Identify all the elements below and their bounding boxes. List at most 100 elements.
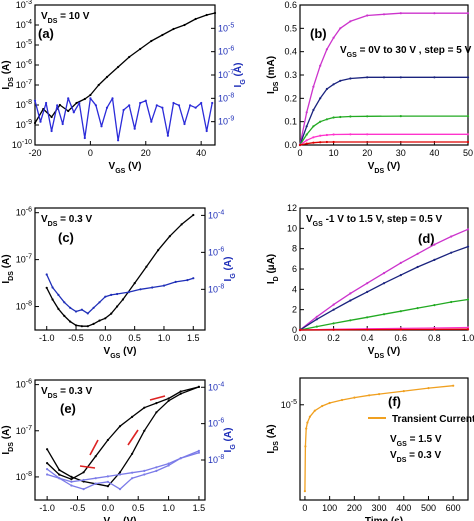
data-point: [466, 133, 470, 136]
data-point: [205, 129, 208, 133]
data-point: [332, 328, 335, 331]
data-point: [98, 301, 101, 304]
x-axis-label: VGS (V): [104, 516, 137, 521]
y-tick-label: 2: [292, 305, 297, 315]
x-tick-label: 300: [372, 503, 387, 513]
data-point: [151, 286, 154, 289]
data-point: [162, 284, 166, 287]
data-point: [50, 129, 53, 133]
data-point: [366, 316, 369, 319]
x-tick-label: 30: [396, 148, 406, 158]
data-point: [46, 468, 49, 471]
data-point: [466, 140, 470, 144]
data-point: [183, 23, 186, 27]
data-point: [319, 134, 322, 137]
data-point: [139, 101, 142, 105]
y2-axis-label: IG (A): [223, 428, 237, 453]
x-tick-label: 1.5: [187, 333, 200, 343]
data-point: [332, 140, 335, 144]
data-point: [402, 390, 405, 393]
data-point: [399, 328, 402, 331]
data-point: [315, 315, 318, 318]
data-point: [427, 387, 430, 390]
data-point: [131, 477, 134, 480]
x-axis-label: VDS (V): [368, 161, 401, 175]
data-point: [116, 292, 119, 296]
data-point: [45, 286, 48, 289]
data-point: [69, 306, 72, 309]
data-point: [74, 310, 78, 313]
data-point: [45, 101, 48, 105]
data-point: [86, 325, 89, 328]
data-point: [111, 97, 114, 100]
data-point: [139, 288, 142, 291]
data-point: [179, 457, 182, 460]
data-point: [150, 39, 153, 43]
x-tick-label: 10: [329, 148, 339, 158]
data-point: [167, 399, 170, 402]
data-point: [133, 282, 136, 285]
y-tick-label: 0.0: [284, 140, 297, 150]
x-axis-label: VGS (V): [109, 161, 142, 175]
data-point: [143, 429, 146, 432]
data-point: [131, 471, 134, 474]
data-point: [339, 79, 342, 82]
y-tick-label: 10-8: [16, 99, 32, 110]
data-point: [80, 308, 83, 311]
data-point: [167, 462, 170, 465]
y-tick-label: 10-8: [16, 301, 32, 312]
data-point: [94, 104, 97, 107]
data-point: [74, 324, 78, 327]
annotation: VGS = 0V to 30 V , step = 5 V: [340, 45, 472, 59]
x-tick-label: 0.0: [99, 333, 112, 343]
data-point: [192, 277, 195, 280]
data-point: [466, 115, 470, 118]
data-point: [305, 139, 308, 142]
data-point: [325, 48, 328, 51]
data-point: [67, 109, 70, 113]
data-point: [450, 235, 453, 238]
data-point: [110, 293, 113, 296]
annotation-1: VGS = 1.5 V: [390, 434, 442, 448]
data-point: [349, 20, 352, 23]
data-point: [82, 478, 85, 482]
axes-frame: [299, 377, 469, 501]
x-tick-label: 0.5: [128, 333, 141, 343]
data-point: [366, 115, 369, 118]
y-tick-label: 10-6: [16, 207, 32, 218]
sweep-arrow: [149, 395, 166, 401]
data-point: [155, 469, 158, 472]
data-point: [70, 478, 73, 481]
data-point: [155, 402, 158, 405]
x-tick-label: 0.8: [428, 333, 441, 343]
y-tick-label: 10-7: [16, 425, 32, 436]
data-point: [46, 473, 49, 476]
data-point: [416, 265, 419, 269]
data-point: [312, 125, 315, 128]
data-point: [56, 104, 59, 107]
data-point: [155, 411, 158, 414]
x-tick-label: 0.0: [294, 333, 307, 343]
data-point: [349, 133, 352, 136]
data-point: [167, 464, 170, 467]
data-point: [319, 64, 322, 67]
data-point: [92, 322, 95, 325]
annotation: VGS -1 V to 1.5 V, step = 0.5 V: [306, 214, 443, 228]
data-point: [197, 385, 200, 388]
data-point: [332, 322, 335, 325]
data-point: [166, 134, 169, 137]
data-point: [312, 85, 315, 88]
data-point: [433, 304, 436, 307]
data-point: [200, 101, 203, 105]
data-point: [118, 471, 122, 474]
y-tick-label: 0.2: [284, 93, 297, 103]
x-tick-label: 0.5: [132, 503, 145, 513]
data-point: [366, 14, 369, 17]
data-point: [183, 122, 186, 126]
data-point: [194, 17, 197, 21]
data-point: [466, 326, 470, 329]
data-point: [63, 314, 66, 317]
y2-tick-label: 10-8: [208, 454, 224, 465]
y-axis-label: IDS (A): [1, 60, 15, 89]
panel-label: (a): [38, 26, 54, 41]
